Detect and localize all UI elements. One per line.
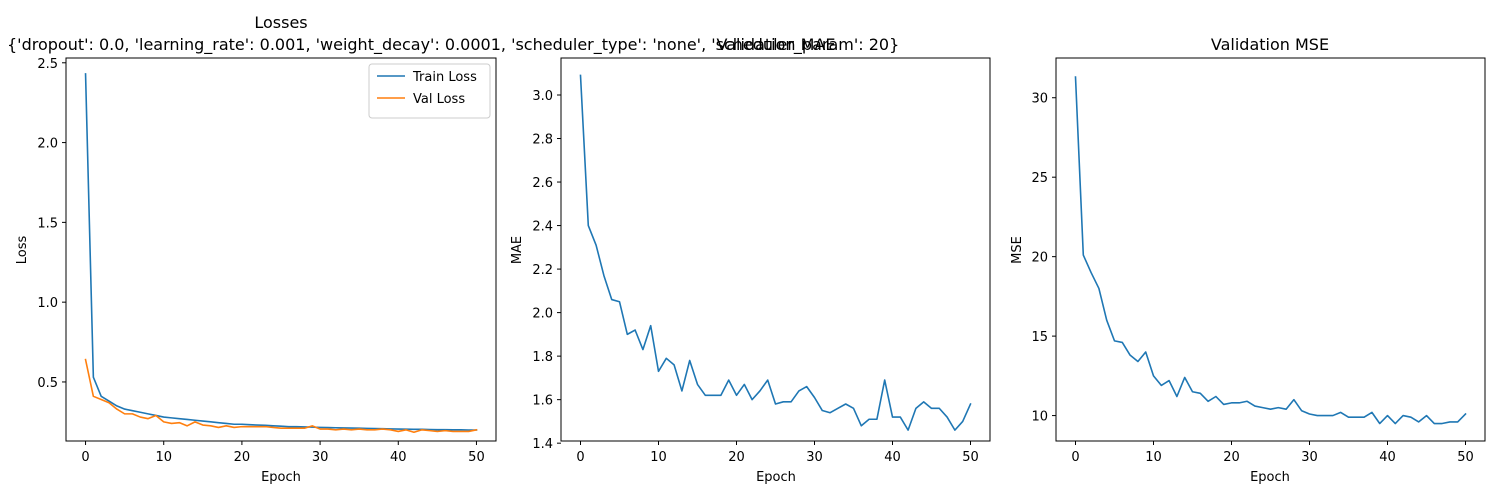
- losses-panel: Losses {'dropout': 0.0, 'learning_rate':…: [7, 13, 899, 485]
- mae-y-tick-label: 2.4: [532, 220, 553, 235]
- losses-y-tick-label: 0.5: [37, 376, 58, 391]
- losses-x-tick-label: 20: [234, 450, 251, 465]
- hyperparameter-suptitle: {'dropout': 0.0, 'learning_rate': 0.001,…: [7, 35, 899, 55]
- mae-y-tick-label: 3.0: [532, 89, 553, 104]
- losses-train-loss-line: [84, 73, 478, 431]
- losses-y-tick-label: 1.5: [37, 216, 58, 231]
- mse-series-line: [1074, 76, 1467, 425]
- losses-x-tick-label: 0: [81, 450, 89, 465]
- mae-y-tick-label: 2.8: [532, 133, 553, 148]
- mae-x-tick-label: 10: [650, 450, 667, 465]
- mae-x-tick-label: 0: [576, 450, 584, 465]
- mse-axes-frame: [1055, 57, 1486, 442]
- losses-legend: Train Loss Val Loss: [368, 63, 491, 119]
- mae-x-tick-label: 20: [728, 450, 745, 465]
- mse-x-tick-label: 20: [1223, 450, 1240, 465]
- mse-x-tick-label: 40: [1379, 450, 1396, 465]
- mae-y-tick-label: 1.6: [532, 394, 553, 409]
- losses-x-tick-label: 40: [390, 450, 407, 465]
- mse-title: Validation MSE: [1211, 35, 1329, 54]
- losses-y-tick-label: 2.0: [37, 137, 58, 152]
- legend-label: Train Loss: [412, 70, 477, 85]
- mae-series-line: [579, 74, 972, 431]
- mae-x-tick-label: 50: [962, 450, 979, 465]
- mse-y-tick-label: 30: [1031, 92, 1048, 107]
- mse-panel: Validation MSE Epoch MSE 0 10 20 30 40 50 10 15…: [1010, 35, 1486, 485]
- losses-x-axis-label: Epoch: [261, 470, 301, 485]
- mse-y-tick-label: 15: [1031, 330, 1048, 345]
- mse-x-tick-label: 10: [1145, 450, 1162, 465]
- mae-y-tick-label: 2.0: [532, 307, 553, 322]
- mae-x-axis-label: Epoch: [756, 470, 796, 485]
- mae-x-tick-label: 40: [884, 450, 901, 465]
- losses-x-tick-label: 10: [155, 450, 172, 465]
- mse-y-axis-label: MSE: [1010, 236, 1025, 264]
- mae-title: Validation MAE: [717, 35, 836, 54]
- losses-y-tick-label: 1.0: [37, 296, 58, 311]
- mse-x-tick-label: 30: [1301, 450, 1318, 465]
- losses-y-tick-label: 2.5: [37, 57, 58, 72]
- mae-axes-frame: [560, 57, 991, 442]
- losses-x-tick-label: 30: [312, 450, 329, 465]
- losses-val-loss-line: [84, 358, 478, 434]
- losses-axes-frame: [65, 57, 497, 442]
- mse-y-tick-label: 20: [1031, 251, 1048, 266]
- mse-y-tick-label: 25: [1031, 171, 1048, 186]
- mae-y-axis-label: MAE: [510, 236, 525, 264]
- losses-y-axis-label: Loss: [15, 236, 30, 265]
- mae-x-tick-label: 30: [806, 450, 823, 465]
- legend-label: Val Loss: [413, 92, 465, 107]
- mae-y-tick-label: 1.4: [532, 437, 553, 452]
- mae-y-tick-label: 1.8: [532, 350, 553, 365]
- mse-x-axis-label: Epoch: [1250, 470, 1290, 485]
- mse-x-tick-label: 50: [1457, 450, 1474, 465]
- mse-x-tick-label: 0: [1071, 450, 1079, 465]
- legend-box: [368, 63, 491, 119]
- losses-title: Losses: [254, 13, 307, 32]
- losses-x-tick-label: 50: [468, 450, 485, 465]
- mse-y-tick-label: 10: [1031, 410, 1048, 425]
- mae-y-tick-label: 2.6: [532, 176, 553, 191]
- mae-panel: Validation MAE Epoch MAE 0 10 20 30 40 50 1.4 1…: [510, 35, 991, 485]
- mae-y-tick-label: 2.2: [532, 263, 553, 278]
